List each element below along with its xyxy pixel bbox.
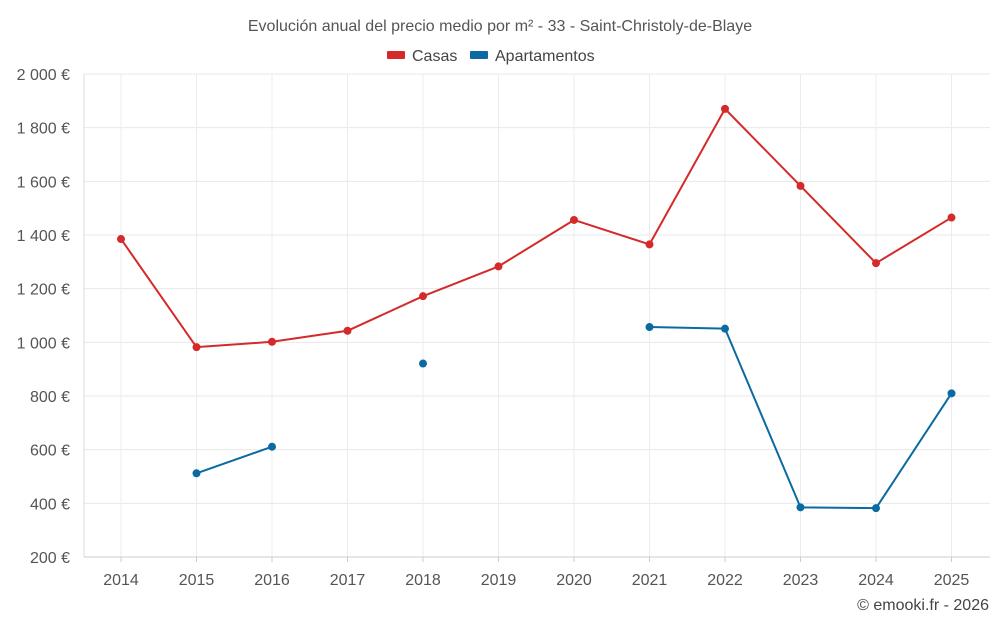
y-tick-label: 1 200 € [17,282,70,299]
series-line-casas [120,107,953,349]
data-point-casas[interactable] [192,343,201,352]
data-point-apartamentos[interactable] [872,504,880,513]
data-point-casas[interactable] [796,181,805,190]
x-tick-label: 2016 [254,572,290,589]
data-point-apartamentos[interactable] [419,359,427,368]
data-point-casas[interactable] [721,104,729,113]
legend-label-casas[interactable]: Casas [412,48,457,65]
data-point-apartamentos[interactable] [721,324,729,333]
y-axis-ticks: 200 € 400 € 600 € 800 € 1 000 € 1 200 € 1 400 … [17,67,70,567]
x-tick-label: 2023 [783,572,819,589]
data-point-apartamentos[interactable] [947,389,956,398]
x-tick-label: 2025 [934,572,970,589]
credit: © emooki.fr - 2026 [857,597,989,614]
data-point-casas[interactable] [645,240,654,249]
x-tick-label: 2022 [707,572,743,589]
x-tick-label: 2017 [330,572,366,589]
x-axis-ticks: 2014 2015 2016 2017 2018 2019 2020 2021 2022 2023… [103,557,969,589]
data-point-casas[interactable] [570,215,578,224]
legend-swatch-apartamentos [470,51,488,59]
x-tick-label: 2020 [556,572,592,589]
series-line-apartamentos [196,445,273,475]
x-tick-label: 2019 [481,572,517,589]
x-tick-label: 2024 [858,572,894,589]
y-tick-label: 1 800 € [17,121,70,138]
data-point-casas[interactable] [343,326,352,335]
data-point-casas[interactable] [494,262,503,271]
y-tick-label: 800 € [30,389,70,406]
y-tick-label: 1 000 € [17,335,70,352]
chart-title: Evolución anual del precio medio por m² … [248,18,752,35]
x-tick-label: 2014 [103,572,139,589]
grid [83,73,990,558]
y-tick-label: 1 600 € [17,174,70,191]
legend: Casas Apartamentos [387,48,595,65]
y-tick-label: 200 € [30,550,70,567]
y-tick-label: 1 400 € [17,228,70,245]
x-tick-label: 2021 [632,572,668,589]
data-point-apartamentos[interactable] [645,323,654,332]
data-point-apartamentos[interactable] [796,503,805,512]
data-point-casas[interactable] [947,213,956,222]
data-point-casas[interactable] [872,259,880,268]
legend-swatch-casas [387,51,405,59]
data-point-casas[interactable] [419,292,427,301]
data-point-apartamentos[interactable] [268,442,276,451]
legend-label-apartamentos[interactable]: Apartamentos [495,48,595,65]
data-point-casas[interactable] [268,337,276,346]
y-tick-label: 400 € [30,496,70,513]
x-tick-label: 2015 [179,572,215,589]
y-tick-label: 600 € [30,443,70,460]
x-tick-label: 2018 [405,572,441,589]
data-point-apartamentos[interactable] [192,469,201,478]
series-layer [117,104,956,513]
data-point-casas[interactable] [117,235,125,244]
y-tick-label: 2 000 € [17,67,70,84]
